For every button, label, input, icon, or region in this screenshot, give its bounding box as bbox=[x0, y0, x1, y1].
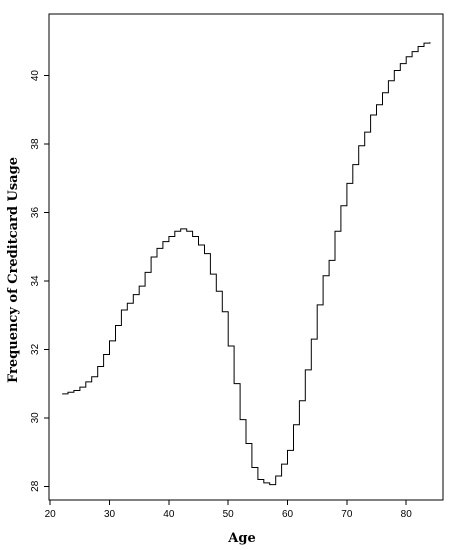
x-tick-label-60: 60 bbox=[282, 509, 294, 520]
x-tick-label-30: 30 bbox=[104, 509, 116, 520]
y-tick-label-40: 40 bbox=[30, 70, 41, 82]
x-tick-label-70: 70 bbox=[341, 509, 353, 520]
x-tick-label-50: 50 bbox=[223, 509, 235, 520]
y-tick-label-30: 30 bbox=[30, 412, 41, 424]
series-line-0 bbox=[62, 42, 431, 486]
x-tick-label-20: 20 bbox=[45, 509, 57, 520]
y-tick-label-34: 34 bbox=[30, 275, 41, 287]
y-axis-title: Frequency of Creditcard Usage bbox=[6, 157, 21, 383]
y-tick-label-38: 38 bbox=[30, 138, 41, 150]
x-axis-title: Age bbox=[227, 531, 255, 546]
y-tick-label-32: 32 bbox=[30, 343, 41, 355]
y-tick-label-28: 28 bbox=[30, 480, 41, 492]
x-tick-label-40: 40 bbox=[163, 509, 175, 520]
x-tick-label-80: 80 bbox=[401, 509, 413, 520]
plot-frame bbox=[48, 13, 444, 501]
y-tick-label-36: 36 bbox=[30, 207, 41, 219]
